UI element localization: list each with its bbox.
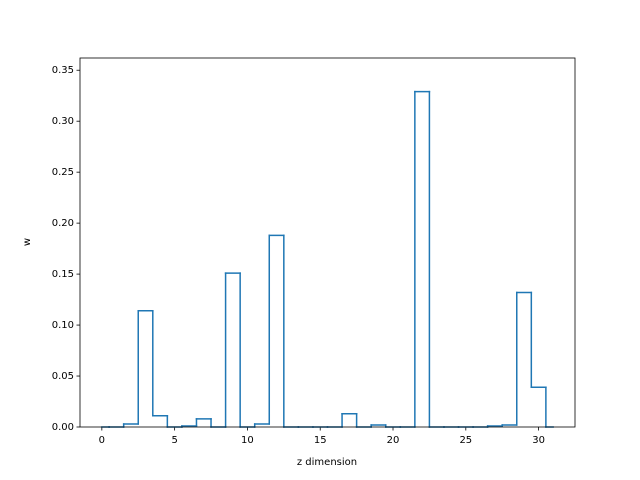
x-tick-label: 15 xyxy=(314,435,327,446)
plot-frame xyxy=(79,57,576,428)
y-tick-label: 0.35 xyxy=(52,65,74,76)
x-tick-label: 0 xyxy=(99,435,105,446)
y-tick-label: 0.15 xyxy=(52,269,74,280)
x-tick-label: 30 xyxy=(532,435,545,446)
x-tick-label: 20 xyxy=(387,435,400,446)
y-axis-label: w xyxy=(22,238,33,246)
y-tick-label: 0.05 xyxy=(52,371,74,382)
y-tick-label: 0.20 xyxy=(52,218,74,229)
y-tick-label: 0.30 xyxy=(52,116,74,127)
y-tick-label: 0.25 xyxy=(52,167,74,178)
x-tick-label: 10 xyxy=(241,435,254,446)
x-axis-label: z dimension xyxy=(297,457,357,468)
x-tick-label: 25 xyxy=(459,435,472,446)
y-tick-label: 0.10 xyxy=(52,320,74,331)
y-tick-label: 0.00 xyxy=(52,422,74,433)
x-tick-label: 5 xyxy=(171,435,177,446)
